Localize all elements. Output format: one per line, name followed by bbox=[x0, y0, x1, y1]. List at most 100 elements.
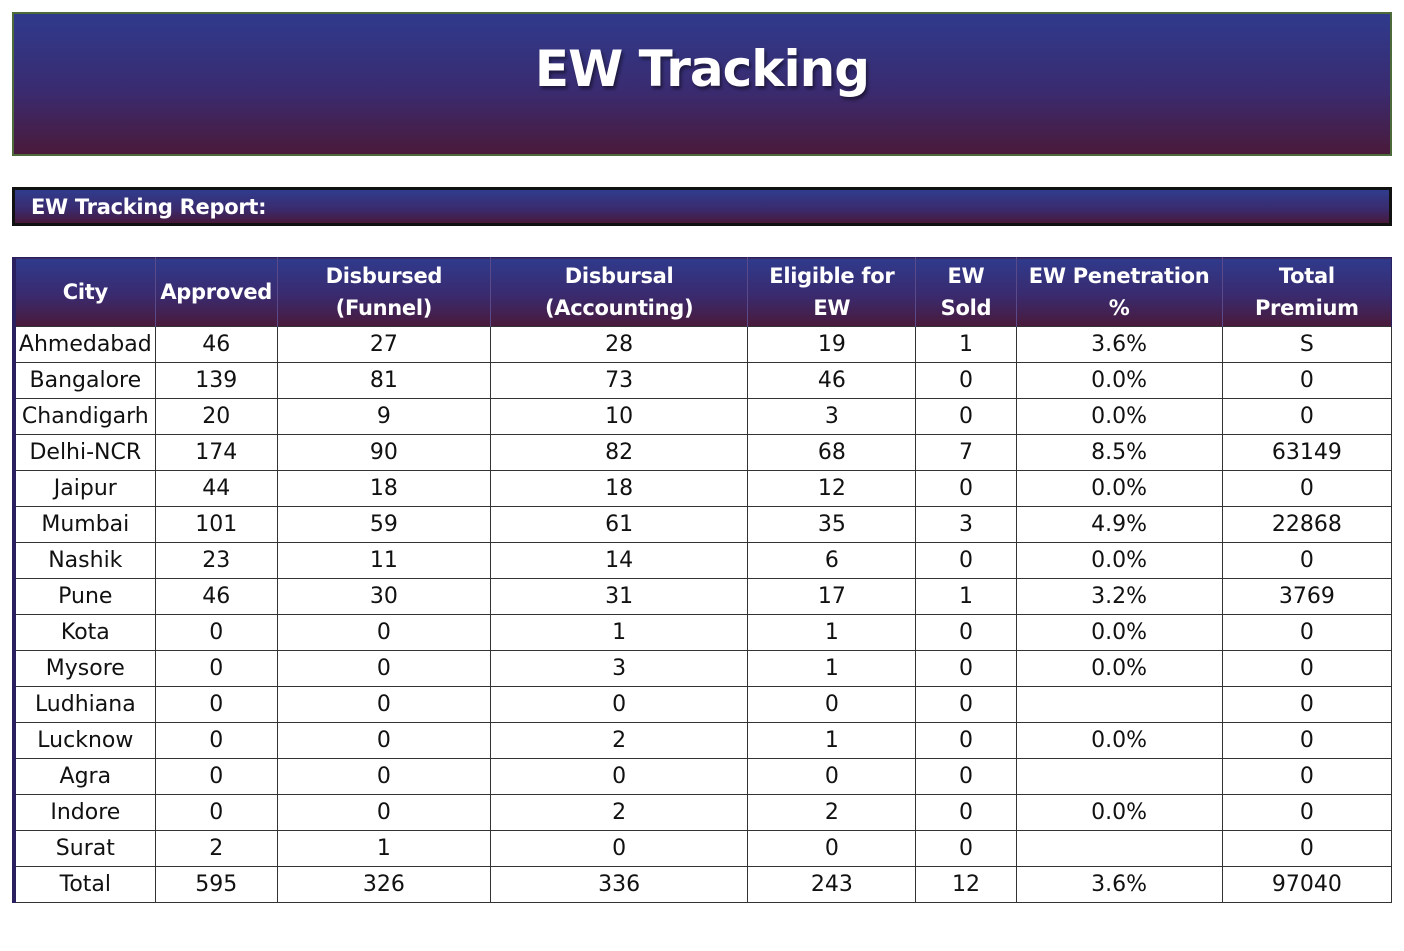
table-body: Ahmedabad 46 27 28 19 1 3.6% S Bangalore 139 81 73 4… bbox=[13, 326, 1393, 903]
cell-ew-penetration: 0.0% bbox=[1015, 362, 1223, 399]
cell-ew-penetration bbox=[1015, 758, 1223, 795]
report-banner: EW Tracking bbox=[12, 12, 1392, 156]
cell-eligible-for-ew: 12 bbox=[747, 470, 917, 507]
cell-approved: 0 bbox=[154, 614, 278, 651]
cell-total-premium: 0 bbox=[1221, 794, 1393, 831]
cell-total-premium: 0 bbox=[1221, 542, 1393, 579]
cell-eligible-for-ew: 6 bbox=[747, 542, 917, 579]
cell-city: Mysore bbox=[13, 650, 156, 687]
cell-disbursal-accounting: 18 bbox=[489, 470, 749, 507]
section-title: EW Tracking Report: bbox=[31, 194, 267, 219]
cell-approved: 0 bbox=[154, 686, 278, 723]
section-header: EW Tracking Report: bbox=[12, 187, 1392, 226]
cell-city: Jaipur bbox=[13, 470, 156, 507]
cell-total-premium: 0 bbox=[1221, 650, 1393, 687]
cell-ew-sold: 0 bbox=[915, 758, 1017, 795]
cell-disbursal-accounting: 3 bbox=[489, 650, 749, 687]
cell-disbursed-funnel: 81 bbox=[276, 362, 491, 399]
cell-eligible-for-ew: 0 bbox=[747, 758, 917, 795]
cell-ew-penetration: 3.6% bbox=[1015, 866, 1223, 903]
cell-ew-sold: 0 bbox=[915, 362, 1017, 399]
cell-ew-penetration: 4.9% bbox=[1015, 506, 1223, 543]
cell-approved: 101 bbox=[154, 506, 278, 543]
cell-ew-sold: 0 bbox=[915, 398, 1017, 435]
cell-disbursal-accounting: 14 bbox=[489, 542, 749, 579]
cell-ew-sold: 0 bbox=[915, 542, 1017, 579]
table-row: Ahmedabad 46 27 28 19 1 3.6% S bbox=[13, 326, 1393, 363]
cell-disbursal-accounting: 82 bbox=[489, 434, 749, 471]
cell-disbursed-funnel: 326 bbox=[276, 866, 491, 903]
cell-total-premium: 0 bbox=[1221, 470, 1393, 507]
cell-city: Kota bbox=[13, 614, 156, 651]
cell-approved: 46 bbox=[154, 578, 278, 615]
cell-ew-sold: 12 bbox=[915, 866, 1017, 903]
cell-ew-penetration: 8.5% bbox=[1015, 434, 1223, 471]
cell-city: Pune bbox=[13, 578, 156, 615]
cell-disbursal-accounting: 31 bbox=[489, 578, 749, 615]
cell-total-premium: 0 bbox=[1221, 398, 1393, 435]
cell-disbursed-funnel: 0 bbox=[276, 686, 491, 723]
cell-eligible-for-ew: 0 bbox=[747, 686, 917, 723]
cell-city: Agra bbox=[13, 758, 156, 795]
cell-approved: 139 bbox=[154, 362, 278, 399]
cell-ew-sold: 0 bbox=[915, 614, 1017, 651]
cell-ew-sold: 0 bbox=[915, 650, 1017, 687]
total-row: Total 595 326 336 243 12 3.6% 97040 bbox=[13, 866, 1393, 903]
cell-total-premium: 0 bbox=[1221, 830, 1393, 867]
cell-total-premium: 0 bbox=[1221, 758, 1393, 795]
cell-ew-sold: 0 bbox=[915, 830, 1017, 867]
cell-disbursed-funnel: 0 bbox=[276, 722, 491, 759]
cell-approved: 0 bbox=[154, 758, 278, 795]
cell-approved: 23 bbox=[154, 542, 278, 579]
cell-disbursal-accounting: 0 bbox=[489, 758, 749, 795]
table-row: Jaipur 44 18 18 12 0 0.0% 0 bbox=[13, 470, 1393, 507]
header-disbursal-accounting: Disbursal (Accounting) bbox=[490, 257, 749, 327]
cell-approved: 0 bbox=[154, 722, 278, 759]
table-row: Nashik 23 11 14 6 0 0.0% 0 bbox=[13, 542, 1393, 579]
table-row: Chandigarh 20 9 10 3 0 0.0% 0 bbox=[13, 398, 1393, 435]
cell-disbursed-funnel: 27 bbox=[276, 326, 491, 363]
table-row: Ludhiana 0 0 0 0 0 0 bbox=[13, 686, 1393, 723]
cell-approved: 44 bbox=[154, 470, 278, 507]
table-row: Mumbai 101 59 61 35 3 4.9% 22868 bbox=[13, 506, 1393, 543]
cell-total-premium: 63149 bbox=[1221, 434, 1393, 471]
cell-eligible-for-ew: 17 bbox=[747, 578, 917, 615]
cell-city: Nashik bbox=[13, 542, 156, 579]
cell-city: Mumbai bbox=[13, 506, 156, 543]
table-row: Pune 46 30 31 17 1 3.2% 3769 bbox=[13, 578, 1393, 615]
cell-approved: 20 bbox=[154, 398, 278, 435]
table-row: Surat 2 1 0 0 0 0 bbox=[13, 830, 1393, 867]
cell-disbursal-accounting: 61 bbox=[489, 506, 749, 543]
cell-disbursal-accounting: 10 bbox=[489, 398, 749, 435]
header-disbursed-funnel: Disbursed (Funnel) bbox=[277, 257, 491, 327]
table-row: Indore 0 0 2 2 0 0.0% 0 bbox=[13, 794, 1393, 831]
table-row: Agra 0 0 0 0 0 0 bbox=[13, 758, 1393, 795]
cell-disbursed-funnel: 59 bbox=[276, 506, 491, 543]
header-ew-sold: EW Sold bbox=[915, 257, 1017, 327]
table-row: Bangalore 139 81 73 46 0 0.0% 0 bbox=[13, 362, 1393, 399]
header-ew-penetration: EW Penetration% bbox=[1016, 257, 1223, 327]
cell-city: Ahmedabad bbox=[13, 326, 156, 363]
cell-total-premium: 97040 bbox=[1221, 866, 1393, 903]
cell-disbursed-funnel: 11 bbox=[276, 542, 491, 579]
cell-ew-sold: 0 bbox=[915, 794, 1017, 831]
cell-ew-penetration: 0.0% bbox=[1015, 542, 1223, 579]
cell-disbursed-funnel: 0 bbox=[276, 650, 491, 687]
ew-tracking-table: City Approved Disbursed (Funnel) Disbursa… bbox=[12, 257, 1393, 903]
cell-disbursal-accounting: 2 bbox=[489, 794, 749, 831]
cell-ew-sold: 0 bbox=[915, 722, 1017, 759]
cell-city: Indore bbox=[13, 794, 156, 831]
cell-eligible-for-ew: 2 bbox=[747, 794, 917, 831]
cell-ew-sold: 1 bbox=[915, 578, 1017, 615]
cell-city: Total bbox=[13, 866, 156, 903]
cell-disbursed-funnel: 0 bbox=[276, 758, 491, 795]
cell-eligible-for-ew: 243 bbox=[747, 866, 917, 903]
cell-city: Ludhiana bbox=[13, 686, 156, 723]
table-row: Lucknow 0 0 2 1 0 0.0% 0 bbox=[13, 722, 1393, 759]
cell-disbursed-funnel: 30 bbox=[276, 578, 491, 615]
cell-ew-sold: 1 bbox=[915, 326, 1017, 363]
header-approved: Approved bbox=[155, 257, 278, 327]
cell-ew-penetration: 0.0% bbox=[1015, 614, 1223, 651]
cell-ew-sold: 3 bbox=[915, 506, 1017, 543]
cell-approved: 46 bbox=[154, 326, 278, 363]
